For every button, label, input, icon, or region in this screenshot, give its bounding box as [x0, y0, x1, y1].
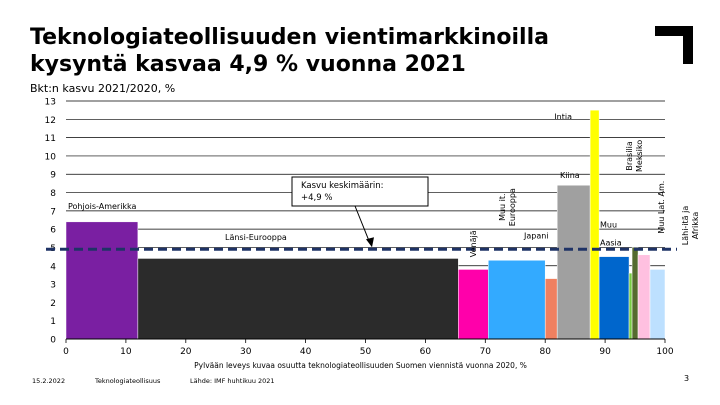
x-tick-label: 60 — [420, 347, 432, 357]
average-callout-box — [291, 176, 429, 207]
average-callout-text-2: +4,9 % — [301, 193, 332, 203]
x-tick-label: 10 — [120, 347, 132, 357]
label-venaja: Venäjä — [469, 230, 478, 257]
corner-bracket-logo — [655, 26, 693, 64]
label-muu-lat-am: Muu Lat. Am. — [657, 181, 666, 234]
x-tick-label: 100 — [656, 347, 673, 357]
bar-kiina — [556, 184, 591, 340]
label-muu-it-eurooppa-line: Muu it. — [498, 193, 507, 221]
y-tick-label: 1 — [50, 317, 56, 327]
x-tick-label: 20 — [180, 347, 192, 357]
bar-muu-it-eurooppa — [488, 260, 546, 340]
y-tick-label: 2 — [50, 299, 56, 309]
bar-l-hi-it-ja-afrikka — [649, 269, 666, 340]
x-tick-label: 80 — [539, 347, 551, 357]
y-tick-label: 13 — [45, 98, 56, 108]
average-callout-arrowhead — [366, 237, 374, 248]
y-tick-label: 12 — [45, 116, 56, 126]
label-lahi-ita-ja-afrikka-line: Lähi-itä ja — [681, 206, 690, 246]
bar-pohjois-amerikka — [65, 221, 139, 340]
label-lahi-ita-ja-afrikka: Lähi-itä ja Afrikka — [681, 206, 700, 246]
y-tick-label: 8 — [50, 189, 56, 199]
footer-date: 15.2.2022 — [32, 377, 66, 385]
x-axis-title: Pylvään leveys kuvaa osuutta teknologiat… — [194, 361, 527, 370]
y-tick-label: 10 — [45, 152, 57, 162]
label-muu-lat-am-line: Muu Lat. Am. — [657, 181, 666, 234]
y-tick-label: 9 — [50, 171, 56, 181]
label-intia: Intia — [554, 112, 572, 121]
label-venaja-line: Venäjä — [469, 230, 478, 257]
chart-subtitle: Bkt:n kasvu 2021/2020, % — [30, 82, 176, 95]
bar-ven-j — [458, 269, 489, 340]
average-callout-text-1: Kasvu keskimäärin: — [301, 181, 384, 191]
x-tick-label: 90 — [599, 347, 611, 357]
y-tick-label: 6 — [50, 226, 56, 236]
x-tick-label: 0 — [63, 347, 69, 357]
label-brasilia-meksiko-line: Brasilia — [625, 141, 634, 171]
label-brasilia-meksiko-line: Meksiko — [635, 140, 644, 172]
bar-meksiko — [631, 247, 639, 340]
x-tick-label: 70 — [480, 347, 492, 357]
label-pohjois-amerikka: Pohjois-Amerikka — [68, 202, 137, 211]
label-l-nsi-eurooppa: Länsi-Eurooppa — [225, 233, 287, 242]
bar-l-nsi-eurooppa — [137, 258, 459, 340]
footer-source: Lähde: IMF huhtikuu 2021 — [190, 377, 275, 385]
label-muu-it-eurooppa: Muu it. Eurooppa — [498, 188, 517, 226]
label-muu-it-eurooppa-line: Eurooppa — [508, 188, 517, 226]
x-tick-label: 50 — [360, 347, 372, 357]
x-tick-label: 40 — [300, 347, 312, 357]
y-tick-label: 4 — [50, 262, 56, 272]
bar-japani — [544, 278, 558, 340]
label-kiina: Kiina — [560, 171, 580, 180]
y-tick-label: 7 — [50, 207, 56, 217]
bar-brasilia — [628, 272, 633, 340]
footer-organization: Teknologiateollisuus — [95, 377, 161, 385]
page-number: 3 — [684, 374, 690, 383]
label-lahi-ita-ja-afrikka-line: Afrikka — [691, 212, 700, 240]
bar-muu-lat-am — [637, 254, 651, 340]
x-tick-label: 30 — [240, 347, 252, 357]
bar-muu-aasia — [598, 256, 630, 340]
bar-intia — [589, 109, 600, 340]
y-tick-label: 3 — [50, 281, 56, 291]
y-tick-label: 11 — [45, 134, 56, 144]
label-brasilia-meksiko: Brasilia Meksiko — [625, 140, 644, 172]
slide-title: Teknologiateollisuuden vientimarkkinoill… — [30, 25, 549, 77]
y-tick-label: 0 — [50, 336, 56, 346]
label-muu-aasia-1: Muu — [600, 220, 617, 229]
average-callout-arrow-line — [354, 205, 371, 244]
label-japani: Japani — [523, 231, 549, 240]
label-muu-aasia-2: Aasia — [600, 239, 622, 248]
